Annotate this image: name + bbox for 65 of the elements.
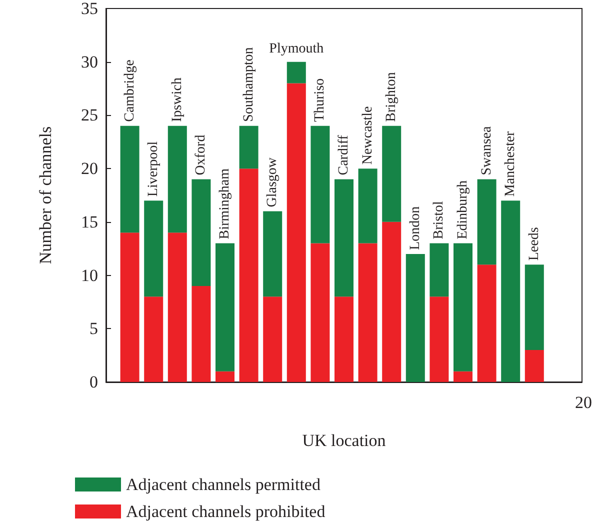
y-tick-label: 30	[81, 52, 98, 72]
bar	[168, 126, 187, 233]
y-tick-label: 25	[81, 106, 98, 125]
bar	[334, 296, 354, 382]
bar	[120, 232, 140, 382]
x-tick-label: Oxford	[194, 134, 209, 176]
bar	[454, 243, 472, 372]
y-tick-label: 10	[81, 266, 98, 285]
bar	[168, 232, 187, 382]
bar	[524, 264, 544, 350]
text: 20	[575, 393, 592, 412]
y-tick-label: 15	[81, 212, 98, 232]
x-tick-label: London	[408, 206, 423, 250]
x-tick-label: Manchester	[503, 130, 518, 197]
bar	[501, 200, 520, 382]
bar	[382, 126, 402, 222]
bar	[216, 371, 234, 382]
x-tick-label: Plymouth	[269, 41, 324, 56]
bar	[263, 211, 282, 297]
bar	[239, 126, 258, 169]
x-tick-label: Newcastle	[360, 106, 376, 165]
bar	[430, 243, 449, 297]
y-tick-label: 0	[90, 372, 98, 392]
bar	[239, 168, 258, 382]
bar	[358, 243, 378, 382]
bar	[263, 296, 282, 382]
x-tick-label: Leeds	[526, 227, 542, 261]
legend-label: Adjacent channels prohibited	[126, 502, 326, 521]
bar	[216, 243, 234, 372]
x-tick-label: Cardiff	[336, 134, 352, 176]
bar	[120, 126, 140, 233]
x-tick-label: Bristol	[432, 201, 447, 240]
bar	[477, 264, 496, 382]
bar	[286, 62, 306, 84]
bar	[334, 179, 354, 297]
x-tick-label: Birmingham	[218, 168, 232, 240]
x-tick-label: Southampton	[241, 47, 256, 122]
bar	[430, 296, 449, 382]
y-tick-label: 35	[81, 0, 98, 18]
bar	[192, 286, 211, 382]
bar	[454, 371, 472, 382]
bar	[358, 168, 378, 244]
x-tick-label: Thuriso	[312, 78, 328, 122]
bar	[144, 296, 164, 382]
x-tick-label: Swansea	[479, 125, 494, 176]
x-tick-label: Edinburgh	[456, 180, 470, 240]
bar	[524, 350, 544, 382]
y-tick-label: 20	[81, 159, 98, 178]
y-axis-title: Number of channels	[36, 126, 55, 264]
bar	[477, 179, 496, 265]
x-tick-label: Cambridge	[122, 60, 138, 122]
x-axis-title: UK location	[302, 431, 386, 450]
legend-label: Adjacent channels permitted	[126, 475, 321, 494]
bar	[144, 200, 164, 297]
x-tick-label: Glasgow	[265, 156, 280, 208]
bar	[310, 243, 330, 382]
bar	[310, 126, 330, 244]
bar	[382, 222, 402, 382]
x-tick-label: Ipswich	[170, 78, 185, 122]
bar	[406, 254, 425, 382]
bar	[192, 179, 211, 286]
bar	[286, 83, 306, 382]
x-tick-label: Brighton	[384, 72, 400, 122]
y-tick-label: 5	[90, 319, 98, 338]
x-tick-label: Liverpool	[146, 141, 162, 197]
